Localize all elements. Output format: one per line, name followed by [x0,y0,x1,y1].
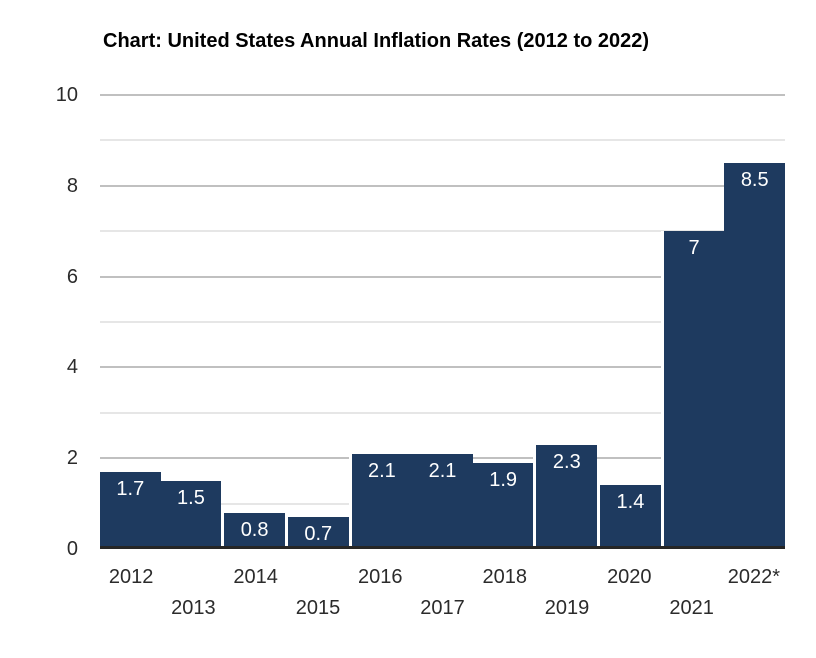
x-axis-tick-label: 2022* [727,566,780,588]
bar-2021: 7 [660,231,725,549]
x-axis-tick-label: 2014 [233,566,278,588]
bar-2022: 8.5 [724,163,786,549]
gridline-major [100,184,785,187]
bar-value-label: 1.4 [616,491,645,514]
bar-2013: 1.5 [160,480,222,549]
bar-2016: 2.1 [348,453,413,549]
x-axis-tick-label: 2019 [544,597,590,619]
x-axis-tick-label: 2017 [420,597,465,619]
bar-2019: 2.3 [533,444,598,549]
x-axis-tick-label: 2015 [295,597,341,619]
x-axis-tick-label: 2018 [482,566,528,588]
bar-value-label: 2.1 [367,459,396,482]
bar-2020: 1.4 [597,485,661,549]
bar-value-label: 0.7 [304,523,333,546]
bar-2012: 1.7 [100,471,161,549]
gridline-minor [100,411,785,414]
y-axis-tick-label: 6 [66,265,78,288]
bar-2015: 0.7 [284,517,349,549]
gridline-major [100,366,785,369]
gridline-major [100,94,785,96]
bar-value-label: 8.5 [740,169,769,192]
y-axis-tick-label: 8 [66,174,78,197]
plot-area: 1.7 1.5 0.8 0.7 2.1 2.1 1.9 2.3 1.4 7 8.5 [100,94,786,549]
y-axis-tick-label: 0 [66,538,78,560]
bar-value-label: 0.8 [240,518,269,541]
y-axis-tick-label: 4 [66,356,78,379]
gridline-minor [100,321,785,323]
x-axis-tick-label: 2012 [108,566,154,588]
y-axis-tick-label: 10 [55,84,78,106]
bar-value-label: 1.9 [489,468,518,491]
x-axis-tick-label: 2013 [171,597,216,619]
bar-value-label: 2.3 [552,450,581,473]
bar-value-label: 2.1 [428,459,457,482]
x-axis-tick-label: 2020 [607,566,652,588]
bar-value-label: 1.5 [177,486,205,509]
bars-row: 1.7 1.5 0.8 0.7 2.1 2.1 1.9 2.3 1.4 7 8.5 [100,95,786,549]
chart-title: Chart: United States Annual Inflation Ra… [103,30,650,52]
bar-2014: 0.8 [221,512,285,549]
x-axis-tick-label: 2021 [669,597,714,619]
bar-2018: 1.9 [472,462,534,549]
y-axis-tick-label: 2 [66,447,78,470]
bar-2017: 2.1 [412,453,473,549]
gridline-minor [100,230,785,233]
gridline-minor [100,139,785,142]
x-axis-tick-label: 2016 [357,566,403,588]
gridline-major [100,275,785,278]
bar-value-label: 1.7 [116,477,145,500]
bar-value-label: 7 [688,237,700,260]
x-axis-line [100,546,785,549]
